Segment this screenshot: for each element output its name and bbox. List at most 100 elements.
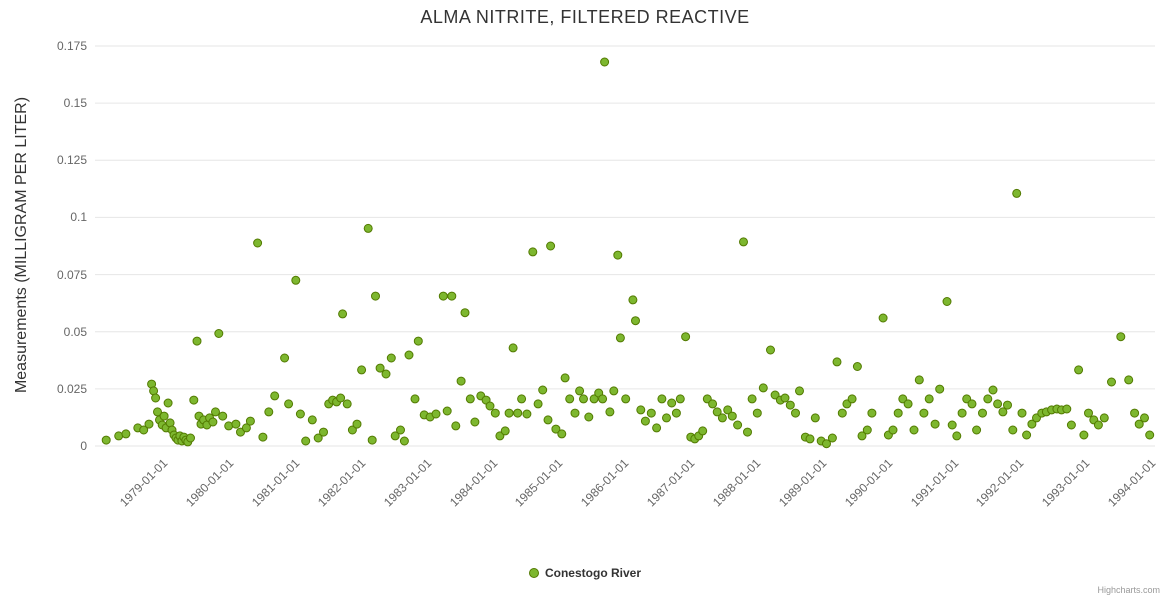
data-point[interactable] (538, 385, 548, 395)
data-point[interactable] (640, 416, 650, 426)
data-point[interactable] (837, 408, 847, 418)
data-point[interactable] (456, 376, 466, 386)
data-point[interactable] (652, 423, 662, 433)
data-point[interactable] (522, 409, 532, 419)
data-point[interactable] (381, 369, 391, 379)
data-point[interactable] (810, 413, 820, 423)
data-point[interactable] (615, 333, 625, 343)
data-point[interactable] (224, 421, 234, 431)
data-point[interactable] (636, 405, 646, 415)
data-point[interactable] (857, 431, 867, 441)
data-point[interactable] (1008, 425, 1018, 435)
data-point[interactable] (284, 399, 294, 409)
data-point[interactable] (717, 413, 727, 423)
data-point[interactable] (490, 408, 500, 418)
data-point[interactable] (301, 436, 311, 446)
data-point[interactable] (413, 336, 423, 346)
data-point[interactable] (241, 423, 251, 433)
data-point[interactable] (575, 386, 585, 396)
data-point[interactable] (893, 408, 903, 418)
data-point[interactable] (967, 399, 977, 409)
data-point[interactable] (352, 419, 362, 429)
data-point[interactable] (631, 316, 640, 326)
data-point[interactable] (295, 409, 305, 419)
data-point[interactable] (470, 417, 480, 427)
data-point[interactable] (1124, 375, 1134, 385)
data-point[interactable] (375, 363, 385, 373)
data-point[interactable] (613, 250, 623, 260)
data-point[interactable] (517, 394, 527, 404)
data-point[interactable] (447, 291, 457, 301)
data-point[interactable] (972, 425, 982, 435)
data-point[interactable] (770, 390, 780, 400)
data-point[interactable] (1062, 404, 1072, 414)
data-point[interactable] (935, 384, 945, 394)
data-point[interactable] (543, 415, 553, 425)
data-point[interactable] (363, 223, 373, 233)
data-point[interactable] (139, 425, 149, 435)
data-point[interactable] (101, 435, 111, 445)
data-point[interactable] (347, 425, 357, 435)
data-point[interactable] (1022, 430, 1032, 440)
data-point[interactable] (513, 408, 523, 418)
data-point[interactable] (942, 297, 952, 306)
data-point[interactable] (192, 336, 202, 346)
data-point[interactable] (410, 394, 420, 404)
data-point[interactable] (570, 408, 580, 418)
data-point[interactable] (1107, 377, 1116, 387)
data-point[interactable] (657, 394, 667, 404)
data-point[interactable] (386, 353, 396, 363)
data-point[interactable] (993, 399, 1003, 409)
data-point[interactable] (957, 408, 967, 418)
data-point[interactable] (438, 291, 448, 301)
data-point[interactable] (723, 405, 733, 415)
data-point[interactable] (258, 432, 268, 442)
data-point[interactable] (451, 421, 461, 431)
data-point[interactable] (675, 394, 685, 404)
data-point[interactable] (681, 332, 691, 342)
data-point[interactable] (780, 393, 790, 403)
data-point[interactable] (903, 399, 913, 409)
data-point[interactable] (862, 425, 872, 435)
data-point[interactable] (338, 309, 348, 319)
data-point[interactable] (357, 365, 367, 375)
data-point[interactable] (924, 394, 934, 404)
data-point[interactable] (646, 408, 656, 418)
data-point[interactable] (662, 413, 671, 423)
data-point[interactable] (245, 416, 255, 426)
data-point[interactable] (231, 419, 241, 429)
data-point[interactable] (442, 406, 452, 416)
data-point[interactable] (605, 407, 615, 417)
data-point[interactable] (404, 350, 414, 360)
data-point[interactable] (584, 412, 594, 422)
data-point[interactable] (852, 362, 862, 371)
data-point[interactable] (253, 238, 263, 248)
data-point[interactable] (671, 408, 681, 418)
data-point[interactable] (399, 436, 409, 446)
data-point[interactable] (500, 426, 510, 436)
data-point[interactable] (319, 427, 328, 437)
data-point[interactable] (909, 425, 919, 435)
data-point[interactable] (739, 237, 748, 247)
data-point[interactable] (727, 411, 737, 421)
data-point[interactable] (504, 408, 514, 418)
data-point[interactable] (628, 295, 638, 305)
data-point[interactable] (208, 417, 218, 427)
data-point[interactable] (528, 247, 538, 257)
data-point[interactable] (1012, 188, 1022, 198)
data-point[interactable] (465, 394, 475, 404)
data-point[interactable] (1017, 408, 1027, 418)
data-point[interactable] (988, 385, 998, 395)
data-point[interactable] (551, 424, 561, 434)
data-point[interactable] (1027, 419, 1037, 429)
data-point[interactable] (878, 313, 888, 323)
data-point[interactable] (832, 357, 842, 367)
data-point[interactable] (270, 391, 280, 401)
data-point[interactable] (983, 394, 993, 404)
data-point[interactable] (698, 426, 708, 436)
data-point[interactable] (930, 419, 940, 429)
data-point[interactable] (371, 291, 380, 301)
data-point[interactable] (342, 399, 352, 409)
data-point[interactable] (485, 401, 495, 411)
data-point[interactable] (367, 435, 377, 445)
